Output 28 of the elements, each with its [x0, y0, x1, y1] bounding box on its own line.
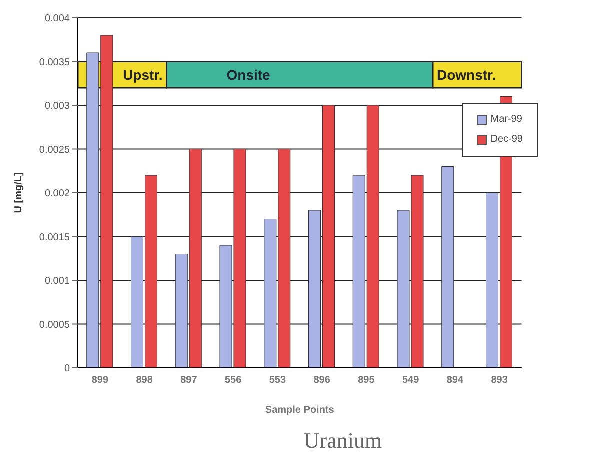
y-tick-label: 0 — [64, 364, 70, 375]
x-tick-label: 893 — [491, 375, 508, 386]
legend-label: Dec-99 — [490, 133, 523, 147]
band-label: Upstr. — [123, 66, 163, 83]
x-tick-label: 898 — [136, 375, 154, 386]
y-tick-label: 0.0035 — [39, 57, 70, 68]
text: Uranium — [302, 428, 384, 454]
band-label: Onsite — [226, 66, 271, 83]
y-tick-label: 0.0005 — [39, 320, 70, 331]
x-tick-label: 556 — [224, 375, 242, 386]
x-tick-label: 553 — [269, 375, 286, 386]
y-tick-label: 0.003 — [44, 101, 70, 112]
y-tick-label: 0.001 — [44, 276, 70, 288]
x-tick-label: 549 — [402, 375, 420, 386]
band-label: Downstr. — [437, 66, 496, 83]
y-tick-label: 0.0025 — [39, 144, 70, 156]
x-tick-label: 896 — [314, 375, 331, 386]
y-tick-label: 0.002 — [44, 188, 70, 200]
y-axis-title: U [mg/L] — [14, 172, 25, 214]
x-axis-title: Sample Points — [265, 405, 335, 416]
legend-label: Mar-99 — [490, 113, 522, 127]
x-tick-label: 897 — [180, 375, 198, 386]
x-tick-label: 899 — [92, 375, 109, 386]
x-tick-label: 895 — [358, 375, 376, 386]
bar — [442, 166, 454, 368]
y-tick-label: 0.0015 — [39, 232, 70, 244]
y-tick-label: 0.004 — [44, 14, 70, 25]
x-tick-label: 894 — [446, 375, 464, 386]
